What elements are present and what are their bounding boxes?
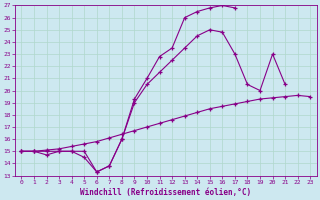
X-axis label: Windchill (Refroidissement éolien,°C): Windchill (Refroidissement éolien,°C) <box>80 188 252 197</box>
